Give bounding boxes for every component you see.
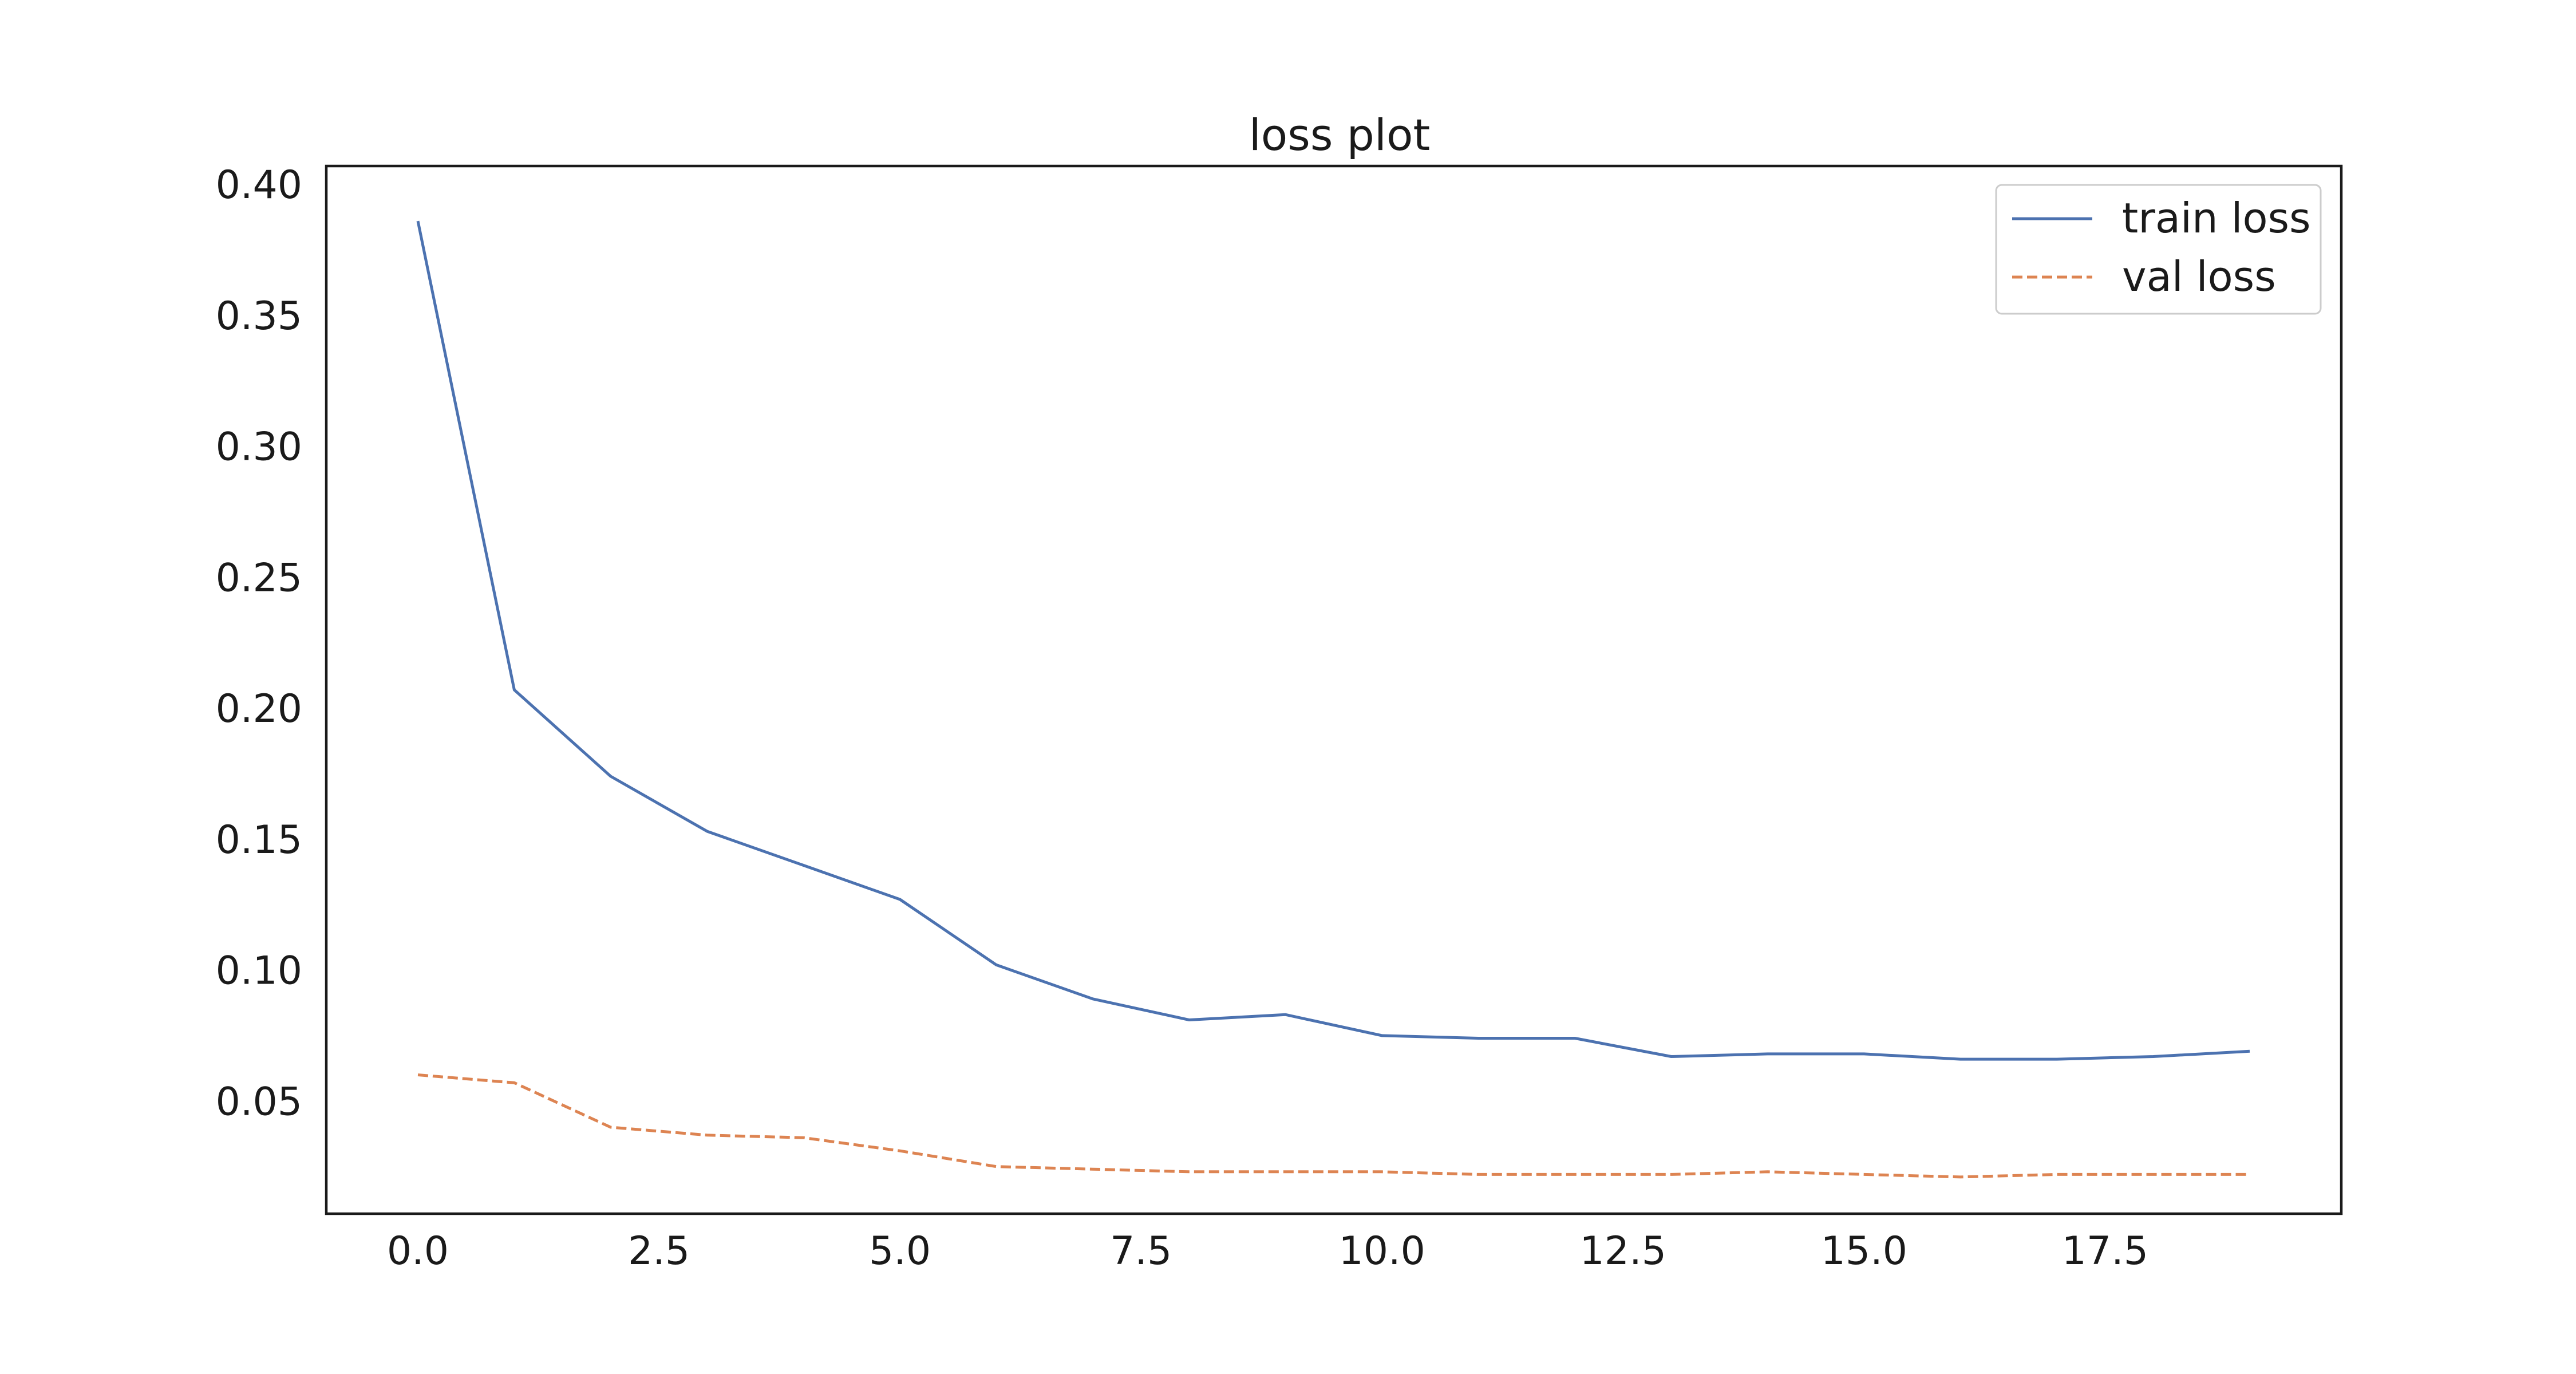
x-axis-ticks: 0.0 2.5 5.0 7.5 10.0 12.5 15.0 17.5 [387, 1229, 2148, 1274]
x-tick-label: 12.5 [1580, 1229, 1666, 1274]
x-tick-label: 17.5 [2062, 1229, 2148, 1274]
axes-frame [325, 164, 2343, 1215]
chart-title: loss plot [1249, 109, 1431, 160]
y-tick-label: 0.35 [216, 294, 302, 339]
y-tick-label: 0.05 [216, 1079, 302, 1124]
legend-label-train-loss: train loss [2122, 194, 2311, 242]
plot-area [416, 220, 2250, 1179]
x-tick-label: 10.0 [1339, 1229, 1425, 1274]
y-tick-label: 0.40 [216, 163, 302, 208]
y-tick-label: 0.25 [216, 555, 302, 601]
x-tick-label: 7.5 [1110, 1229, 1172, 1274]
x-tick-label: 0.0 [387, 1229, 449, 1274]
series-line-train-loss [416, 220, 2250, 1061]
legend-box [1995, 184, 2322, 315]
legend: train loss val loss [1995, 184, 2322, 315]
y-tick-label: 0.30 [216, 425, 302, 470]
y-tick-label: 0.20 [216, 686, 302, 732]
x-tick-label: 2.5 [628, 1229, 690, 1274]
x-tick-label: 5.0 [869, 1229, 931, 1274]
y-tick-label: 0.15 [216, 818, 302, 863]
x-tick-label: 15.0 [1821, 1229, 1907, 1274]
series-line-val-loss [417, 1073, 2250, 1179]
y-tick-label: 0.10 [216, 949, 302, 994]
y-axis-ticks: 0.05 0.10 0.15 0.20 0.25 0.30 0.35 0.40 [216, 163, 302, 1124]
legend-label-val-loss: val loss [2122, 252, 2276, 301]
